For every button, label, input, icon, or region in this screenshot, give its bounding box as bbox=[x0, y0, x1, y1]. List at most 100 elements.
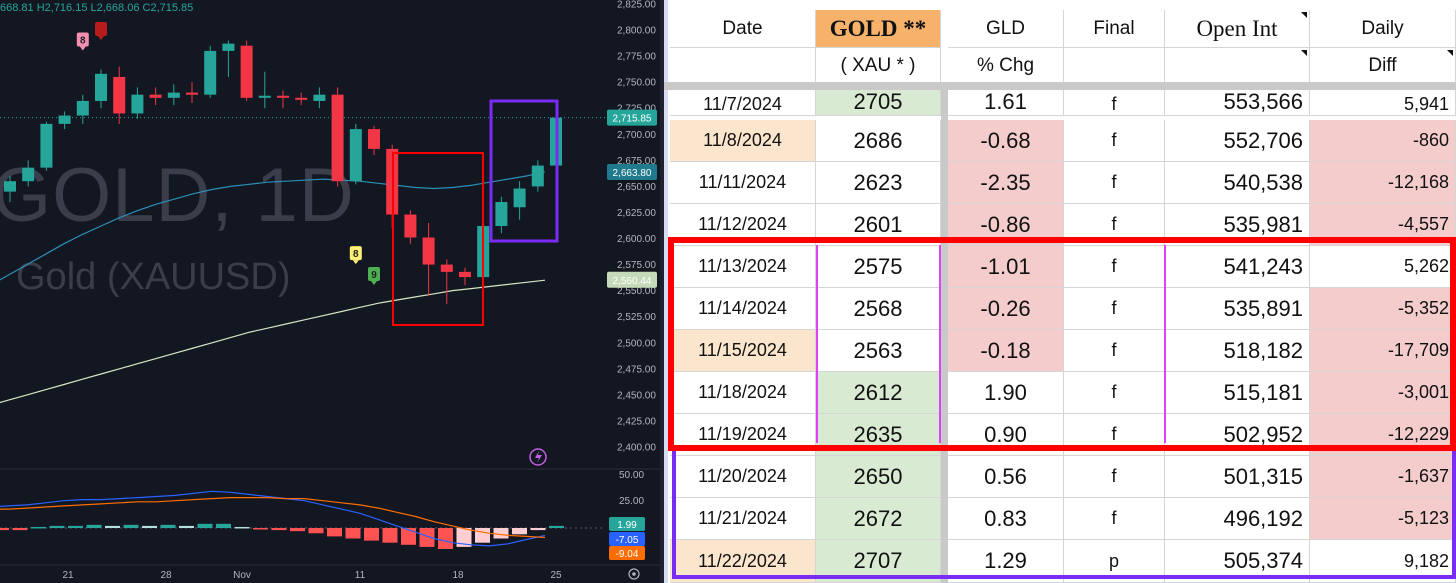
cell-open-int[interactable]: 502,952 bbox=[1165, 414, 1310, 456]
cell-gold[interactable]: 2612 bbox=[816, 372, 941, 414]
cell-date[interactable]: 11/8/2024 bbox=[670, 120, 816, 162]
cell-open-int[interactable]: 552,706 bbox=[1165, 120, 1310, 162]
candle-body[interactable] bbox=[4, 181, 16, 192]
cell-gld-chg[interactable]: 1.90 bbox=[948, 372, 1064, 414]
price-chart-panel[interactable]: 668.81 H2,716.15 L2,668.06 C2,715.85 GOL… bbox=[0, 0, 660, 583]
candle-body[interactable] bbox=[95, 73, 107, 101]
candle-body[interactable] bbox=[186, 92, 198, 95]
candle-body[interactable] bbox=[531, 165, 544, 187]
candle-body[interactable] bbox=[404, 214, 417, 238]
cell-daily-diff[interactable]: -5,123 bbox=[1310, 498, 1456, 540]
cell-date[interactable]: 11/7/2024 bbox=[670, 90, 816, 116]
cell-gld-chg[interactable]: 0.90 bbox=[948, 414, 1064, 456]
candle-body[interactable] bbox=[331, 94, 344, 182]
candle-body[interactable] bbox=[76, 100, 89, 116]
cell-open-int[interactable]: 535,981 bbox=[1165, 204, 1310, 246]
candle-body[interactable] bbox=[113, 76, 126, 114]
candlestick-chart[interactable]: 2,825.00 2,800.00 2,775.00 2,750.00 2,725.00… bbox=[0, 0, 660, 583]
cell-open-int[interactable]: 501,315 bbox=[1165, 456, 1310, 498]
cell-gld-chg[interactable]: 0.83 bbox=[948, 498, 1064, 540]
candle-body[interactable] bbox=[58, 115, 71, 124]
cell-daily-diff[interactable]: -860 bbox=[1310, 120, 1456, 162]
header-gold-sub[interactable]: ( XAU * ) bbox=[816, 48, 941, 84]
cell-date[interactable]: 11/12/2024 bbox=[670, 204, 816, 246]
candle-body[interactable] bbox=[40, 123, 53, 168]
cell-gold[interactable]: 2601 bbox=[816, 204, 941, 246]
candle-body[interactable] bbox=[313, 94, 326, 101]
cell-open-int[interactable]: 553,566 bbox=[1165, 90, 1310, 116]
cell-gold[interactable]: 2568 bbox=[816, 288, 941, 330]
cell-date[interactable]: 11/20/2024 bbox=[670, 456, 816, 498]
cell-final[interactable]: f bbox=[1064, 498, 1165, 540]
candle-body[interactable] bbox=[240, 45, 253, 98]
cell-date[interactable]: 11/11/2024 bbox=[670, 162, 816, 204]
cell-daily-diff[interactable]: -5,352 bbox=[1310, 288, 1456, 330]
cell-date[interactable]: 11/21/2024 bbox=[670, 498, 816, 540]
cell-daily-diff[interactable]: -3,001 bbox=[1310, 372, 1456, 414]
cell-gld-chg[interactable]: 1.61 bbox=[948, 90, 1064, 116]
cell-final[interactable]: f bbox=[1064, 90, 1165, 116]
candle-body[interactable] bbox=[459, 271, 471, 278]
cell-gld-chg[interactable]: -0.68 bbox=[948, 120, 1064, 162]
cell-final[interactable]: f bbox=[1064, 456, 1165, 498]
cell-gold[interactable]: 2686 bbox=[816, 120, 941, 162]
candle-body[interactable] bbox=[513, 188, 526, 208]
cell-date[interactable]: 11/15/2024 bbox=[670, 330, 816, 372]
cell-gld-chg[interactable]: -0.18 bbox=[948, 330, 1064, 372]
header-open-int-sub[interactable] bbox=[1165, 48, 1310, 84]
candle-body[interactable] bbox=[440, 264, 453, 272]
header-open-int[interactable]: Open Int bbox=[1165, 10, 1310, 48]
settings-gear-icon[interactable] bbox=[628, 568, 640, 580]
cell-open-int[interactable]: 540,538 bbox=[1165, 162, 1310, 204]
price-axis[interactable] bbox=[606, 0, 660, 583]
cell-date[interactable]: 11/19/2024 bbox=[670, 414, 816, 456]
candle-body[interactable] bbox=[295, 97, 308, 100]
cell-open-int[interactable]: 496,192 bbox=[1165, 498, 1310, 540]
cell-date[interactable]: 11/14/2024 bbox=[670, 288, 816, 330]
cell-open-int[interactable]: 505,374 bbox=[1165, 540, 1310, 583]
cell-open-int[interactable]: 518,182 bbox=[1165, 330, 1310, 372]
cell-date[interactable]: 11/13/2024 bbox=[670, 246, 816, 288]
candle-body[interactable] bbox=[131, 94, 144, 114]
candle-body[interactable] bbox=[222, 43, 235, 51]
header-final-sub[interactable] bbox=[1064, 48, 1165, 84]
candle-body[interactable] bbox=[204, 50, 217, 95]
header-final[interactable]: Final bbox=[1064, 10, 1165, 48]
lightning-icon[interactable] bbox=[529, 448, 547, 466]
header-date[interactable]: Date bbox=[670, 10, 816, 48]
candle-body[interactable] bbox=[22, 167, 35, 182]
cell-open-int[interactable]: 515,181 bbox=[1165, 372, 1310, 414]
header-daily-sub[interactable]: Diff bbox=[1310, 48, 1456, 84]
cell-date[interactable]: 11/18/2024 bbox=[670, 372, 816, 414]
cell-gold[interactable]: 2672 bbox=[816, 498, 941, 540]
header-gld[interactable]: GLD bbox=[948, 10, 1064, 48]
cell-daily-diff[interactable]: -1,637 bbox=[1310, 456, 1456, 498]
cell-gold[interactable]: 2650 bbox=[816, 456, 941, 498]
cell-gold[interactable]: 2623 bbox=[816, 162, 941, 204]
candle-body[interactable] bbox=[495, 202, 508, 227]
cell-gld-chg[interactable]: -2.35 bbox=[948, 162, 1064, 204]
candle-body[interactable] bbox=[167, 92, 180, 98]
candle-body[interactable] bbox=[368, 129, 380, 149]
cell-open-int[interactable]: 541,243 bbox=[1165, 246, 1310, 288]
candle-body[interactable] bbox=[149, 94, 162, 98]
cell-daily-diff[interactable]: -12,168 bbox=[1310, 162, 1456, 204]
cell-final[interactable]: f bbox=[1064, 162, 1165, 204]
header-daily[interactable]: Daily bbox=[1310, 10, 1456, 48]
candle-body[interactable] bbox=[422, 237, 435, 265]
cell-final[interactable]: f bbox=[1064, 204, 1165, 246]
header-date-sub[interactable] bbox=[670, 48, 816, 84]
header-gold[interactable]: GOLD ** bbox=[816, 10, 941, 48]
cell-gld-chg[interactable]: 0.56 bbox=[948, 456, 1064, 498]
cell-daily-diff[interactable]: 5,941 bbox=[1310, 90, 1456, 116]
cell-gold[interactable]: 2705 bbox=[816, 90, 941, 116]
header-gld-sub[interactable]: % Chg bbox=[948, 48, 1064, 84]
cell-gld-chg[interactable]: -1.01 bbox=[948, 246, 1064, 288]
candle-body[interactable] bbox=[349, 129, 362, 182]
cell-daily-diff[interactable]: -17,709 bbox=[1310, 330, 1456, 372]
candle-body[interactable] bbox=[258, 95, 271, 98]
cell-open-int[interactable]: 535,891 bbox=[1165, 288, 1310, 330]
cell-final[interactable]: f bbox=[1064, 120, 1165, 162]
cell-gld-chg[interactable]: -0.26 bbox=[948, 288, 1064, 330]
candle-body[interactable] bbox=[277, 95, 289, 98]
